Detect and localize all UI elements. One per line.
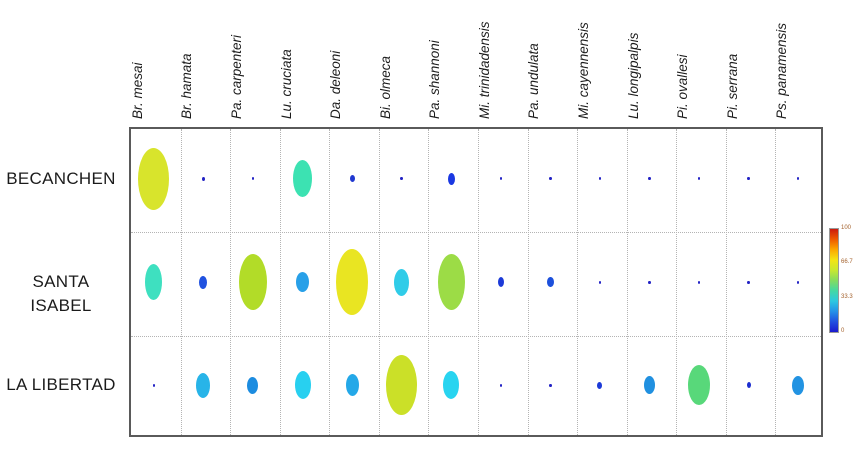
balloon-la-libertad-col10 [644,376,655,395]
column-label-5: Bi. olmeca [377,55,393,119]
vertical-gridline [329,129,331,435]
column-label-0: Br. mesai [129,62,145,119]
balloon-la-libertad-col11 [688,365,711,406]
column-label-10: Lu. longipalpis [625,32,641,119]
vertical-gridline [775,129,777,435]
balloon-la-libertad-col5 [386,355,418,416]
vertical-gridline [527,129,529,435]
balloon-santa-isabel-col12 [747,280,750,284]
colorbar-tick-0: 100 [841,225,852,231]
balloon-santa-isabel-col6 [437,254,465,310]
balloon-la-libertad-col9 [597,381,603,389]
plot-area [129,127,823,437]
balloon-becanchen-col3 [293,160,312,198]
vertical-gridline [428,129,430,435]
column-label-1: Br. hamata [179,53,195,119]
balloon-la-libertad-col7 [499,383,503,387]
vertical-gridline [577,129,579,435]
balloon-becanchen-col4 [349,175,355,183]
balloon-becanchen-col11 [697,177,701,181]
vertical-gridline [279,129,281,435]
balloon-becanchen-col1 [201,176,205,181]
balloon-becanchen-col12 [747,177,750,181]
balloon-becanchen-col7 [499,177,503,181]
balloon-la-libertad-col1 [196,372,211,398]
balloon-becanchen-col8 [549,177,552,181]
balloon-becanchen-col0 [138,147,170,210]
balloon-becanchen-col9 [598,177,602,181]
balloon-la-libertad-col12 [746,382,751,389]
colorbar-gradient [829,228,839,333]
balloon-la-libertad-col6 [443,371,460,400]
colorbar-tick-3: 0 [841,328,845,334]
vertical-gridline [378,129,380,435]
vertical-gridline [676,129,678,435]
balloon-la-libertad-col2 [247,376,259,394]
column-label-6: Pa. shannoni [427,40,443,119]
row-label-0: BECANCHEN [6,168,116,188]
balloon-santa-isabel-col3 [296,272,309,292]
balloon-santa-isabel-col9 [598,280,602,284]
horizontal-gridline [131,232,821,234]
vertical-gridline [230,129,232,435]
balloon-santa-isabel-col5 [394,268,410,296]
balloon-la-libertad-col13 [792,375,805,395]
balloon-santa-isabel-col1 [199,275,208,289]
balloon-santa-isabel-col8 [547,277,554,287]
balloon-becanchen-col13 [796,177,800,181]
balloon-santa-isabel-col11 [697,280,701,284]
colorbar-tick-2: 33.3 [841,293,853,300]
row-label-1: SANTA ISABEL [30,272,92,315]
vertical-gridline [626,129,628,435]
balloon-becanchen-col5 [400,176,404,181]
balloon-santa-isabel-col7 [497,277,504,287]
column-label-4: Da. deleoni [328,50,344,119]
column-label-8: Pa. undulata [526,43,542,119]
column-label-13: Ps. panamensis [774,22,790,119]
balloon-santa-isabel-col10 [648,280,651,284]
balloon-becanchen-col10 [648,177,651,181]
column-label-7: Mi. trinidadensis [476,21,492,119]
balloon-santa-isabel-col4 [336,249,369,315]
vertical-gridline [725,129,727,435]
balloon-la-libertad-col3 [294,371,311,400]
balloon-la-libertad-col0 [152,383,156,387]
balloon-becanchen-col2 [251,177,255,181]
balloon-la-libertad-col8 [549,383,552,387]
row-label-2: LA LIBERTAD [6,375,116,395]
vertical-gridline [478,129,479,435]
vertical-gridline [180,129,182,435]
column-label-12: Pi. serrana [724,53,740,119]
column-label-11: Pi. ovallesi [675,54,691,119]
column-label-9: Mi. cayennensis [575,22,591,119]
balloon-santa-isabel-col13 [796,280,800,284]
horizontal-gridline [131,335,821,337]
column-label-2: Pa. carpenteri [228,34,244,119]
balloon-la-libertad-col4 [345,374,359,397]
colorbar-tick-1: 66.7 [841,259,853,266]
balloon-santa-isabel-col2 [238,254,267,310]
balloon-santa-isabel-col0 [145,264,163,300]
balloon-becanchen-col6 [447,172,455,185]
column-label-3: Lu. cruciata [278,49,294,119]
